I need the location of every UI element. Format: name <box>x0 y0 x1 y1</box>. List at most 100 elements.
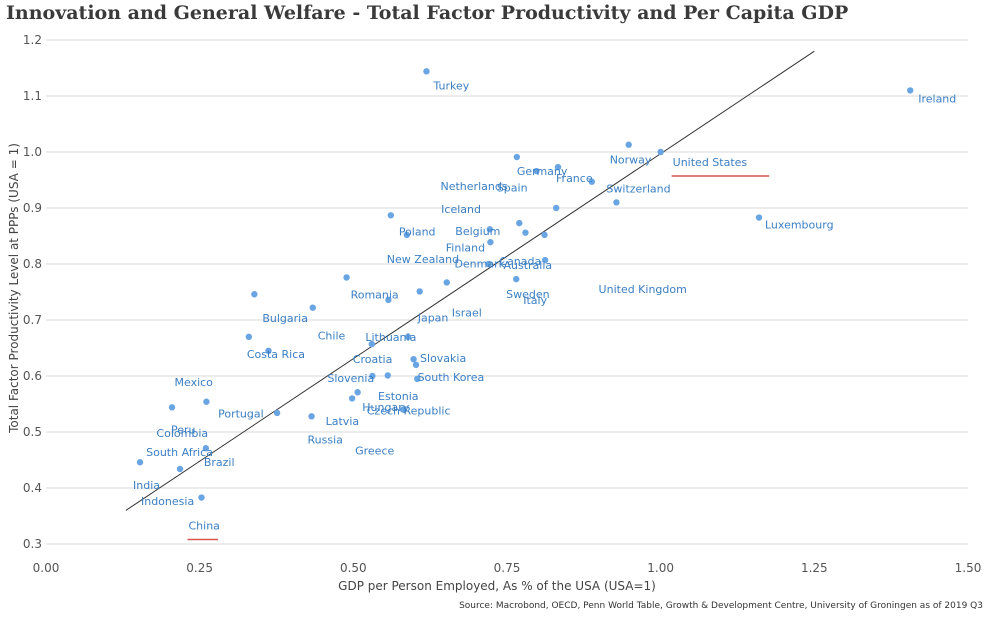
label-norway: Norway <box>610 154 652 167</box>
y-tick-label: 0.5 <box>23 425 42 439</box>
label-estonia: Estonia <box>378 390 419 403</box>
point-portugal <box>348 395 356 402</box>
point-czech-republic <box>384 372 391 379</box>
point-south-korea <box>410 356 417 363</box>
point-switzerland <box>613 199 620 206</box>
label-turkey: Turkey <box>432 79 469 92</box>
label-lithuania: Lithuania <box>365 331 416 344</box>
label-portugal: Portugal <box>218 407 264 420</box>
label-belgium: Belgium <box>455 225 500 238</box>
source-note: Source: Macrobond, OECD, Penn World Tabl… <box>459 601 983 611</box>
label-iceland: Iceland <box>441 203 481 216</box>
y-tick-label: 0.7 <box>23 313 42 327</box>
point-ireland <box>907 87 914 94</box>
point-south-africa <box>273 409 281 417</box>
label-united-kingdom: United Kingdom <box>599 283 687 296</box>
label-south-africa: South Africa <box>146 446 213 459</box>
label-hungary: Hungary <box>362 401 409 414</box>
point-netherlands <box>533 167 540 175</box>
point-hungary <box>414 375 421 382</box>
label-peru: Peru <box>171 423 196 436</box>
x-tick-label: 0.75 <box>494 561 521 575</box>
label-costa-rica: Costa Rica <box>247 348 305 361</box>
point-luxembourg <box>755 214 763 221</box>
label-luxembourg: Luxembourg <box>765 219 834 232</box>
point-japan <box>416 288 423 295</box>
point-new-zealand <box>403 231 411 239</box>
y-tick-label: 1.1 <box>23 89 42 103</box>
point-slovakia <box>404 333 412 340</box>
label-indonesia: Indonesia <box>141 495 194 508</box>
x-tick-label: 0.00 <box>33 561 60 575</box>
label-greece: Greece <box>355 445 394 458</box>
label-spain: Spain <box>497 182 528 195</box>
point-united-states <box>657 148 664 156</box>
label-croatia: Croatia <box>353 353 393 366</box>
x-tick-label: 1.00 <box>647 561 674 575</box>
point-france <box>554 163 562 171</box>
x-axis-label: GDP per Person Employed, As % of the USA… <box>338 579 656 593</box>
point-canada <box>487 238 494 246</box>
point-colombia <box>203 398 210 405</box>
point-iceland <box>552 204 560 212</box>
point-turkey <box>423 68 430 75</box>
point-china <box>198 494 205 501</box>
point-romania <box>343 274 350 281</box>
x-tick-label: 1.25 <box>801 561 828 575</box>
label-netherlands: Netherlands <box>441 180 508 193</box>
label-india: India <box>133 479 160 492</box>
label-slovakia: Slovakia <box>420 352 466 365</box>
label-bulgaria: Bulgaria <box>262 312 308 325</box>
point-poland <box>387 212 395 219</box>
data-points <box>136 68 914 501</box>
point-croatia <box>368 340 375 348</box>
label-slovenia: Slovenia <box>327 372 374 385</box>
point-greece <box>399 406 407 413</box>
point-costa-rica <box>245 333 253 340</box>
label-italy: Italy <box>523 294 547 307</box>
x-axis-ticks: 0.00 0.25 0.50 0.75 1.00 1.25 1.50 <box>33 561 982 575</box>
label-poland: Poland <box>399 225 436 238</box>
point-slovenia <box>369 372 376 380</box>
point-spain <box>588 178 596 185</box>
label-japan: Japan <box>417 311 449 324</box>
point-australia <box>541 231 548 239</box>
label-finland: Finland <box>446 241 485 254</box>
point-sweden <box>541 256 549 264</box>
y-tick-label: 0.8 <box>23 257 42 271</box>
label-germany: Germany <box>517 165 568 178</box>
label-australia: Australia <box>503 259 552 272</box>
point-united-kingdom <box>485 260 492 268</box>
point-denmark <box>522 229 529 236</box>
point-norway <box>625 141 632 148</box>
y-tick-label: 0.9 <box>23 201 42 215</box>
grid-lines <box>46 39 968 545</box>
label-sweden: Sweden <box>506 288 549 301</box>
label-mexico: Mexico <box>175 376 214 389</box>
label-romania: Romania <box>351 288 399 301</box>
point-peru <box>168 404 176 411</box>
label-denmark: Denmark <box>454 258 505 271</box>
label-switzerland: Switzerland <box>606 182 670 195</box>
trend-line <box>125 50 815 511</box>
label-colombia: Colombia <box>156 427 208 440</box>
point-latvia <box>354 389 361 396</box>
label-united-states: United States <box>673 156 748 169</box>
highlight-underlines <box>187 175 770 541</box>
point-belgium <box>516 219 523 227</box>
point-russia <box>308 413 315 420</box>
point-israel <box>443 279 450 286</box>
label-canada: Canada <box>499 255 541 268</box>
point-bulgaria <box>251 291 258 298</box>
point-finland <box>486 226 493 233</box>
y-axis-ticks: 0.3 0.4 0.5 0.6 0.7 0.8 0.9 1.0 1.1 1.2 <box>23 33 42 551</box>
label-chile: Chile <box>318 330 346 343</box>
label-france: France <box>556 172 593 185</box>
label-israel: Israel <box>452 306 482 319</box>
point-chile <box>309 304 316 311</box>
point-brazil <box>202 445 210 452</box>
point-germany <box>513 153 521 161</box>
point-mexico <box>265 347 272 354</box>
point-lithuania <box>385 296 392 304</box>
